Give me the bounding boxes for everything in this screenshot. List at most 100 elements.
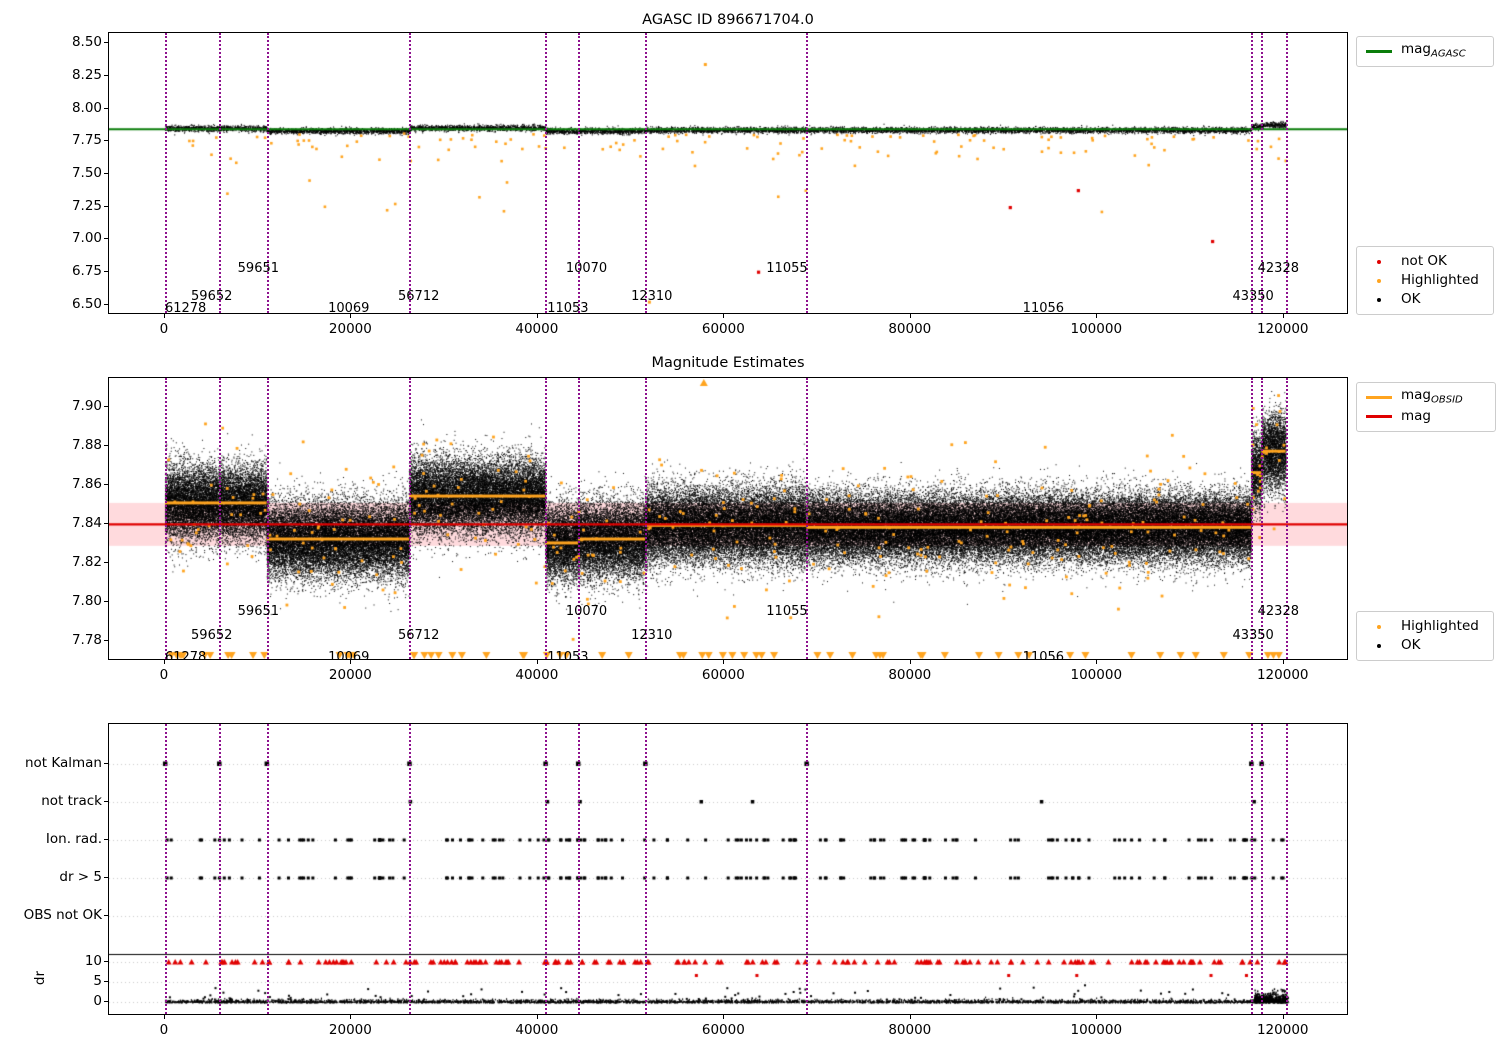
x-tick-label: 40000: [515, 1022, 559, 1038]
x-tick-label: 60000: [701, 1022, 745, 1038]
obsid-label: 61278: [164, 650, 207, 660]
x-tick-mark: [1096, 1015, 1098, 1019]
obsid-divider-line: [806, 378, 809, 659]
obsid-divider-line: [266, 33, 269, 313]
legend-item-highlighted: Highlighted: [1366, 617, 1484, 636]
dr-tick-label: 0: [93, 993, 102, 1009]
obsid-label: 59652: [191, 289, 233, 304]
obsid-divider-line: [164, 378, 167, 659]
y-tick-mark: [104, 484, 108, 486]
red-line-icon: [1366, 409, 1392, 425]
obsid-label: 10070: [565, 261, 608, 276]
obsid-label: 11055: [766, 604, 808, 619]
obsid-divider-line: [1285, 724, 1288, 1014]
panel2-scatter-canvas: [109, 378, 1347, 659]
x-tick-label: 120000: [1256, 667, 1309, 683]
obsid-divider-line: [1285, 378, 1288, 659]
y-tick-label: 6.75: [71, 262, 102, 279]
obsid-divider-line: [806, 724, 809, 1014]
legend-label: not OK: [1401, 253, 1447, 269]
dr-tick-label: 5: [93, 973, 102, 989]
y-tick-mark: [104, 601, 108, 603]
y-tick-mark: [104, 445, 108, 447]
panel1-scatter-canvas: [109, 33, 1347, 313]
y-tick-label: 8.00: [71, 99, 102, 116]
x-tick-label: 0: [159, 667, 169, 683]
legend-item-ok: OK: [1366, 636, 1484, 655]
panel3-category-label: OBS not OK: [23, 907, 102, 923]
obsid-divider-line: [577, 33, 580, 313]
obsid-label: 11053: [547, 301, 589, 314]
obsid-divider-line: [577, 378, 580, 659]
x-tick-label: 100000: [1070, 1022, 1123, 1038]
obsid-label: 11056: [1022, 301, 1065, 314]
obsid-label: 59651: [237, 604, 280, 619]
y-tick-mark: [104, 763, 108, 764]
x-tick-mark: [163, 1015, 165, 1019]
obsid-divider-line: [1285, 33, 1288, 313]
red-dot-icon: [1366, 254, 1392, 270]
obsid-divider-line: [1251, 33, 1254, 313]
panel2-legend-lines: magOBSID mag: [1356, 382, 1496, 432]
obsid-label: 11056: [1022, 650, 1065, 660]
obsid-divider-line: [266, 378, 269, 659]
x-tick-label: 20000: [328, 1022, 372, 1038]
obsid-label: 10070: [565, 604, 608, 619]
obsid-divider-line: [409, 724, 412, 1014]
obsid-divider-line: [219, 378, 221, 659]
x-tick-mark: [536, 1015, 538, 1019]
x-tick-mark: [350, 660, 352, 664]
obsid-label: 11053: [547, 650, 589, 660]
obsid-label: 12310: [631, 628, 673, 643]
x-tick-mark: [909, 660, 911, 664]
obsid-divider-line: [545, 378, 548, 659]
y-tick-label: 7.25: [71, 197, 102, 214]
y-tick-mark: [104, 640, 108, 642]
y-tick-label: 7.80: [71, 593, 102, 610]
y-tick-mark: [104, 303, 108, 305]
panel2-legend-status: Highlighted OK: [1356, 611, 1494, 661]
dr-tick-label: 10: [84, 953, 102, 969]
x-tick-label: 0: [159, 1022, 169, 1038]
legend-item-highlighted: Highlighted: [1366, 271, 1484, 290]
y-tick-label: 7.90: [71, 398, 102, 415]
x-tick-mark: [723, 660, 725, 664]
legend-label: magAGASC: [1401, 40, 1466, 60]
y-tick-label: 7.00: [71, 230, 102, 247]
panel1-legend-status: not OK Highlighted OK: [1356, 246, 1494, 315]
x-tick-label: 100000: [1070, 667, 1123, 683]
legend-item-mag-agasc: magAGASC: [1366, 40, 1484, 61]
x-tick-mark: [350, 314, 352, 318]
obsid-divider-line: [1261, 378, 1264, 659]
orange-line-icon: [1366, 390, 1392, 406]
x-tick-label: 40000: [515, 667, 559, 683]
y-tick-label: 7.86: [71, 476, 102, 493]
legend-label: OK: [1401, 291, 1421, 307]
black-dot-icon: [1366, 292, 1392, 308]
legend-label: mag: [1401, 408, 1431, 424]
x-tick-mark: [723, 314, 725, 318]
obsid-label: 56712: [398, 628, 440, 643]
y-tick-mark: [104, 801, 108, 802]
obsid-divider-line: [1261, 33, 1264, 313]
legend-label: OK: [1401, 637, 1421, 653]
y-tick-mark: [104, 961, 108, 962]
x-tick-mark: [536, 660, 538, 664]
x-tick-label: 80000: [888, 321, 932, 337]
x-tick-label: 60000: [701, 667, 745, 683]
x-tick-label: 0: [159, 321, 169, 337]
y-tick-label: 7.84: [71, 515, 102, 532]
obsid-divider-line: [164, 33, 167, 313]
legend-label: Highlighted: [1401, 618, 1479, 634]
obsid-label: 11055: [766, 261, 808, 276]
y-tick-label: 8.50: [71, 34, 102, 51]
panel1-axes: 61278 59652 59651 10069 56712 10070 11053 12310…: [108, 32, 1348, 314]
y-tick-mark: [104, 238, 108, 240]
y-tick-label: 7.88: [71, 437, 102, 454]
y-tick-mark: [104, 839, 108, 840]
obsid-divider-line: [806, 33, 809, 313]
y-tick-mark: [104, 270, 108, 272]
obsid-label: 59652: [191, 628, 233, 643]
obsid-divider-line: [409, 378, 412, 659]
x-tick-label: 20000: [328, 321, 372, 337]
